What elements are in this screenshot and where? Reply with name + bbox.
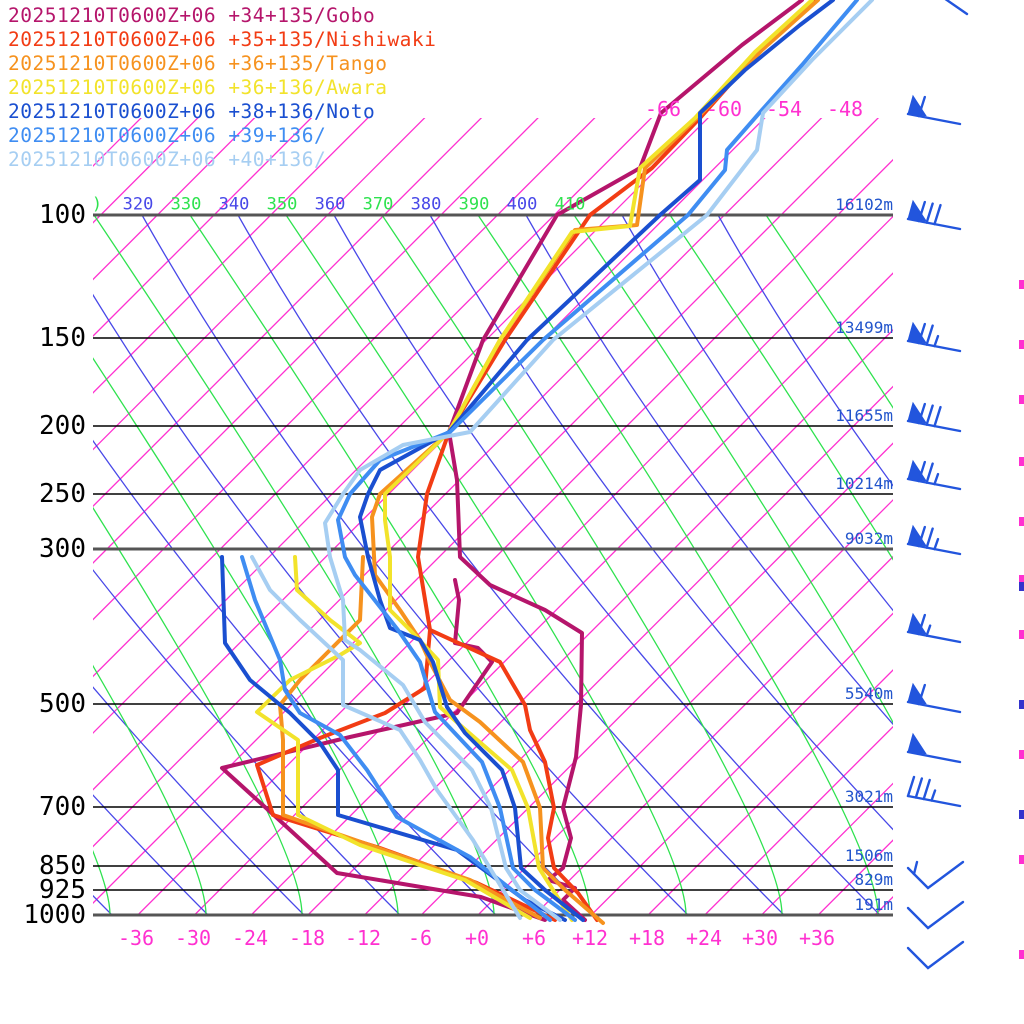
adiabat-label-360: 360 xyxy=(314,194,346,215)
adiabat-label-320: 320 xyxy=(122,194,154,215)
altitude-label-829m: 829m xyxy=(854,870,893,889)
isotherm-label-top--66: -66 xyxy=(644,97,682,121)
adiabat-label-): ) xyxy=(91,194,103,215)
adiabat-label-410: 410 xyxy=(554,194,586,215)
altitude-label-191m: 191m xyxy=(854,895,893,914)
dewpoint-curve-awara xyxy=(255,555,532,920)
altitude-label-3021m: 3021m xyxy=(844,787,893,806)
adiabat-label-350: 350 xyxy=(266,194,298,215)
altitude-label-10214m: 10214m xyxy=(835,474,893,493)
isotherm-label-bottom-+30: +30 xyxy=(741,926,779,950)
pressure-label-250: 250 xyxy=(39,479,86,509)
altitude-label-1506m: 1506m xyxy=(844,846,893,865)
temperature-curve-plus39 xyxy=(336,0,859,922)
temperature-curve-awara xyxy=(383,0,814,922)
isotherm-label-bottom-+12: +12 xyxy=(571,926,609,950)
wind-barb-icon xyxy=(906,940,965,970)
pressure-label-200: 200 xyxy=(39,411,86,441)
adiabat-label-390: 390 xyxy=(458,194,490,215)
dewpoint-curve-plus39 xyxy=(240,555,552,922)
adiabat-label-330: 330 xyxy=(170,194,202,215)
pressure-label-100: 100 xyxy=(39,200,86,230)
adiabat-label-370: 370 xyxy=(362,194,394,215)
wind-barb-icon xyxy=(906,459,962,491)
adiabat-label-380: 380 xyxy=(410,194,442,215)
sounding-curves xyxy=(220,0,874,925)
legend-row-4: 20251210T0600Z+06 +38+136/Noto xyxy=(8,100,376,123)
temperature-curve-nishiwaki xyxy=(416,0,817,922)
legend-row-2: 20251210T0600Z+06 +36+135/Tango xyxy=(8,52,388,75)
legend-row-1: 20251210T0600Z+06 +35+135/Nishiwaki xyxy=(8,28,437,51)
wind-barb-icon xyxy=(906,860,965,890)
wind-barb-icon xyxy=(906,682,962,714)
pressure-label-700: 700 xyxy=(39,792,86,822)
dewpoint-curve-plus40 xyxy=(250,555,522,920)
isotherm-label-bottom--30: -30 xyxy=(174,926,212,950)
wind-barb-icon xyxy=(906,199,962,231)
isobar-grid xyxy=(93,213,893,917)
wind-barb-column xyxy=(906,0,969,970)
altitude-label-9032m: 9032m xyxy=(844,529,893,548)
wind-barb-icon xyxy=(906,612,962,644)
edge-ticks xyxy=(1019,280,1024,959)
wind-barb-icon xyxy=(906,732,962,764)
wind-barb-icon xyxy=(906,900,965,930)
isotherm-label-bottom--18: -18 xyxy=(288,926,326,950)
pressure-label-500: 500 xyxy=(39,689,86,719)
wind-barb-icon xyxy=(944,0,969,16)
legend-row-0: 20251210T0600Z+06 +34+135/Gobo xyxy=(8,4,376,27)
legend-row-3: 20251210T0600Z+06 +36+136/Awara xyxy=(8,76,388,99)
adiabat-label-340: 340 xyxy=(218,194,250,215)
temperature-curve-plus40 xyxy=(323,0,874,922)
altitude-label-13499m: 13499m xyxy=(835,318,893,337)
isotherm-label-bottom-+36: +36 xyxy=(798,926,836,950)
pressure-label-150: 150 xyxy=(39,323,86,353)
wind-barb-icon xyxy=(906,401,962,433)
isotherm-label-top--54: -54 xyxy=(765,97,803,121)
legend: 20251210T0600Z+06 +34+135/Gobo 20251210T0… xyxy=(8,4,436,172)
wind-barb-icon xyxy=(906,524,962,556)
isotherm-label-bottom-+18: +18 xyxy=(628,926,666,950)
altitude-label-11655m: 11655m xyxy=(835,406,893,425)
altitude-label-16102m: 16102m xyxy=(835,195,893,214)
temperature-curve-gobo xyxy=(447,0,804,922)
wind-barb-icon xyxy=(906,94,962,126)
isotherm-label-bottom-+0: +0 xyxy=(464,926,490,950)
dewpoint-curve-gobo xyxy=(220,578,547,922)
pressure-label-1000: 1000 xyxy=(23,900,86,930)
isotherm-label-top--48: -48 xyxy=(826,97,864,121)
isotherm-label-bottom-+24: +24 xyxy=(685,926,723,950)
isotherm-label-bottom--36: -36 xyxy=(117,926,155,950)
adiabat-label-400: 400 xyxy=(506,194,538,215)
wind-barb-icon xyxy=(906,775,962,808)
altitude-label-5540m: 5540m xyxy=(844,684,893,703)
pressure-label-925: 925 xyxy=(39,875,86,905)
moist-adiabat-grid xyxy=(93,215,893,915)
isotherm-label-bottom--12: -12 xyxy=(344,926,382,950)
isotherm-label-bottom-+6: +6 xyxy=(521,926,547,950)
legend-row-5: 20251210T0600Z+06 +39+136/ xyxy=(8,124,327,147)
isotherm-label-bottom--6: -6 xyxy=(407,926,433,950)
pressure-label-850: 850 xyxy=(39,851,86,881)
wind-barb-icon xyxy=(906,321,962,353)
temperature-curve-noto xyxy=(358,0,835,922)
isotherm-label-top--60: -60 xyxy=(705,97,743,121)
isotherm-label-bottom--24: -24 xyxy=(231,926,269,950)
legend-row-6: 20251210T0600Z+06 +40+136/ xyxy=(8,148,327,171)
pressure-label-300: 300 xyxy=(39,534,86,564)
